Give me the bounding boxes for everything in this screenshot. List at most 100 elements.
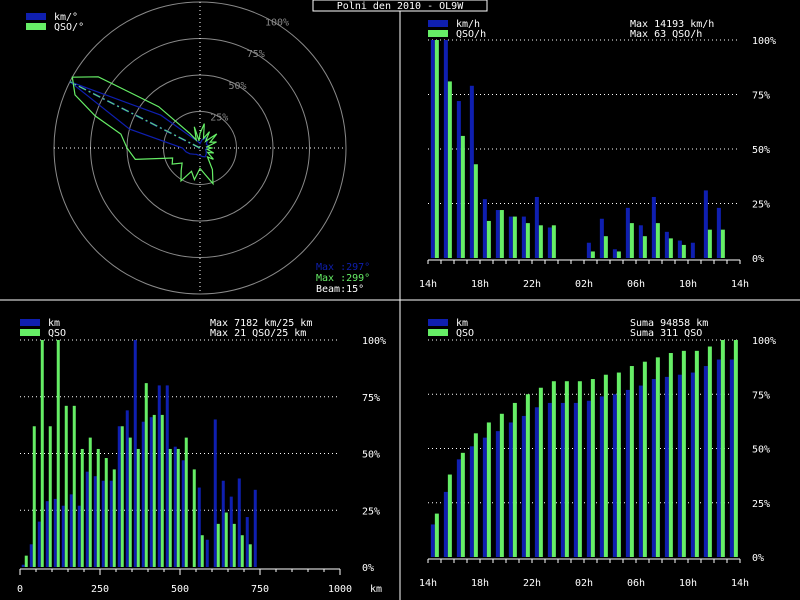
qso-bar: [525, 394, 530, 557]
x-tick-label: 14h: [419, 578, 437, 589]
x-tick-label: 500: [171, 584, 189, 595]
km-bar: [21, 564, 25, 567]
km-bar: [716, 359, 721, 557]
qso-bar: [434, 513, 439, 557]
max-km-direction-text: Max :297°: [316, 262, 370, 273]
y-tick-label: 50%: [752, 145, 770, 156]
km-bar: [93, 476, 97, 567]
km-bar: [173, 446, 177, 567]
km-bar: [456, 101, 461, 258]
qso-bar: [603, 236, 608, 258]
km-bar: [534, 196, 539, 258]
qso-bar: [447, 474, 452, 557]
km-bar: [586, 242, 591, 258]
qso-bar: [232, 523, 236, 567]
x-tick-label: 0: [17, 584, 23, 595]
qso-bar: [655, 223, 660, 258]
km-bar: [664, 231, 669, 258]
y-tick-label: 50%: [752, 445, 770, 456]
qso-bar: [112, 469, 116, 567]
qso-bar: [447, 81, 452, 258]
km-bar: [716, 207, 721, 258]
x-tick-label: 22h: [523, 578, 541, 589]
qso-bar: [168, 448, 172, 567]
beam-width-text: Beam:15°: [316, 284, 364, 295]
qso-bar: [707, 346, 712, 557]
x-tick-label: 750: [251, 584, 269, 595]
km-bar: [547, 227, 552, 258]
x-tick-label: 1000: [328, 584, 352, 595]
km-bar: [664, 376, 669, 557]
legend-swatch-qso: [20, 329, 40, 336]
x-tick-label: 14h: [731, 578, 749, 589]
y-tick-label: 25%: [362, 506, 380, 517]
legend-swatch-qso: [428, 329, 448, 336]
km-bar: [495, 431, 500, 557]
y-tick-label: 0%: [752, 553, 764, 564]
km-bar: [638, 225, 643, 258]
qso-bar: [104, 458, 108, 567]
polar-ring-label: 75%: [247, 49, 265, 60]
km-bar: [253, 489, 257, 567]
km-bar: [677, 374, 682, 557]
legend-label-qso: QSO: [48, 328, 66, 339]
km-bar: [237, 478, 241, 567]
km-bar: [141, 421, 145, 567]
legend-label-km: km: [456, 318, 468, 329]
polar-ring-label: 50%: [229, 81, 247, 92]
qso-bar: [460, 452, 465, 557]
qso-direction-pattern: [71, 76, 218, 186]
y-tick-label: 0%: [752, 254, 764, 265]
qso-bar: [590, 251, 595, 258]
km-bar: [37, 521, 41, 567]
qso-bar: [152, 414, 156, 567]
km-bar: [77, 505, 81, 567]
y-tick-label: 25%: [752, 200, 770, 211]
qso-bar: [538, 225, 543, 258]
summary-text-1: Max 21 QSO/25 km: [210, 328, 306, 339]
title-box: [312, 0, 488, 12]
km-bar: [677, 240, 682, 258]
y-tick-label: 100%: [362, 336, 386, 347]
km-direction-pattern: [69, 81, 210, 158]
y-tick-label: 100%: [752, 336, 776, 347]
qso-bar: [629, 366, 634, 557]
km-bar: [625, 207, 630, 258]
legend-swatch-km: [20, 319, 40, 326]
km-bar: [443, 40, 448, 258]
qso-bar: [460, 135, 465, 258]
qso-bar: [616, 372, 621, 557]
x-tick-label: 10h: [679, 578, 697, 589]
polar-chart-panel: 25% 50% 75% 100% km/°QSO/° Max :297°Max :299°…: [26, 1, 370, 295]
qso-bar: [668, 353, 673, 557]
qso-bar: [499, 210, 504, 258]
qso-bar: [590, 379, 595, 557]
x-axis-unit: km: [370, 584, 382, 595]
qso-bar: [473, 164, 478, 258]
qso-bar: [473, 433, 478, 557]
qso-bar: [24, 555, 28, 567]
qso-bar: [525, 223, 530, 258]
km-bar: [69, 494, 73, 567]
qso-bar: [144, 383, 148, 567]
summary-text-1: Suma 311 QSO: [630, 328, 702, 339]
qso-bar: [603, 374, 608, 557]
km-bar: [612, 249, 617, 258]
qso-bar: [486, 422, 491, 557]
km-bar: [85, 471, 89, 567]
y-tick-label: 0%: [362, 563, 374, 574]
qso-bar: [681, 350, 686, 557]
km-bar: [125, 410, 129, 567]
km-bar: [495, 210, 500, 258]
km-bar: [586, 400, 591, 557]
qso-bar: [512, 402, 517, 557]
km-bar: [482, 199, 487, 258]
y-tick-label: 25%: [752, 499, 770, 510]
km-bar: [53, 498, 57, 567]
km-bar: [573, 402, 578, 557]
km-bar: [45, 501, 49, 567]
summary-text-1: Max 63 QSO/h: [630, 29, 702, 40]
qso-bar: [72, 405, 76, 567]
